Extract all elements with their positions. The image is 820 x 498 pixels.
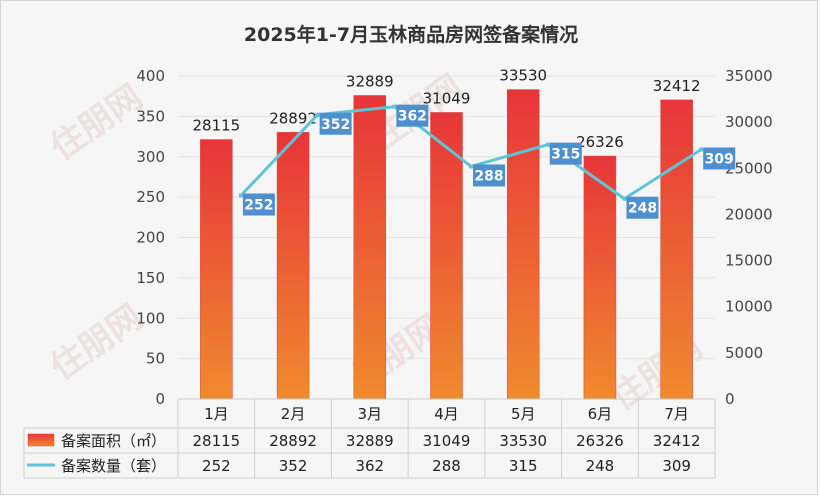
bar-data-label: 32412 [653, 77, 701, 95]
table-cell-area: 28115 [192, 432, 240, 450]
x-tick-label: 6月 [588, 405, 613, 423]
y-right-tick-label: 0 [725, 390, 735, 408]
bar-series: 28115 28892 32889 31049 33530 26326 32412 [192, 67, 701, 400]
table-cell-count: 315 [509, 457, 538, 475]
y-left-tick-label: 250 [136, 188, 165, 206]
table-cell-area: 32889 [346, 432, 394, 450]
line-data-label: 309 [705, 151, 734, 167]
table-cell-count: 252 [202, 457, 231, 475]
x-tick-label: 4月 [434, 405, 459, 423]
bar-data-label: 31049 [423, 89, 471, 107]
y-axis-left: 0 50 100 150 200 250 300 350 400 [136, 67, 165, 408]
legend-line-label: 备案数量（套） [61, 457, 166, 475]
legend-bar-swatch [27, 433, 55, 447]
watermark-logo: 住朋网 [43, 297, 149, 388]
line-label-box [319, 112, 352, 135]
bar [353, 95, 387, 400]
line-point [699, 147, 704, 152]
bar-data-label: 28115 [192, 117, 240, 135]
x-tick-label: 5月 [511, 405, 536, 423]
table-cell-area: 28892 [269, 432, 317, 450]
table-cell-area: 26326 [576, 432, 624, 450]
bar-data-label: 26326 [576, 133, 624, 151]
line-series: 252 352 362 288 315 248 309 [238, 104, 736, 219]
bar [506, 89, 540, 400]
bar [583, 155, 617, 400]
x-tick-label: 3月 [358, 405, 383, 423]
y-left-tick-label: 0 [155, 390, 165, 408]
y-left-tick-label: 350 [136, 107, 165, 125]
line-data-label: 352 [321, 117, 350, 133]
line-data-label: 315 [551, 147, 580, 163]
table-cell-count: 309 [662, 457, 691, 475]
y-left-tick-label: 300 [136, 148, 165, 166]
table-cell-count: 248 [586, 457, 615, 475]
y-right-tick-label: 20000 [725, 205, 773, 223]
y-right-tick-label: 10000 [725, 298, 773, 316]
line-point [238, 193, 243, 198]
table-cell-count: 288 [432, 457, 461, 475]
line-label-box [703, 147, 736, 170]
line-point [622, 196, 627, 201]
table-cell-area: 31049 [423, 432, 471, 450]
line-point [315, 112, 320, 117]
table-cell-area: 32412 [653, 432, 701, 450]
x-tick-label: 7月 [664, 405, 689, 423]
watermark-logo: 住朋网 [43, 77, 149, 168]
chart-title: 2025年1-7月玉林商品房网签备案情况 [244, 23, 578, 46]
x-tick-label: 2月 [281, 405, 306, 423]
line-data-label: 252 [244, 198, 273, 214]
y-left-tick-label: 400 [136, 67, 165, 85]
y-left-tick-label: 150 [136, 269, 165, 287]
line-data-label: 248 [628, 201, 657, 217]
legend-bar-label: 备案面积（㎡） [61, 432, 166, 450]
line-label-box [473, 164, 506, 187]
line-label-box [549, 142, 582, 165]
y-axis-right: 0 5000 10000 15000 20000 25000 30000 35000 [725, 67, 773, 408]
line-point [545, 142, 550, 147]
y-left-tick-label: 200 [136, 229, 165, 247]
table-cell-area: 33530 [499, 432, 547, 450]
bar [276, 132, 310, 400]
line-point [392, 104, 397, 109]
y-right-tick-label: 15000 [725, 252, 773, 270]
y-right-tick-label: 25000 [725, 159, 773, 177]
line-label-box [396, 104, 429, 127]
y-left-tick-label: 50 [146, 350, 165, 368]
watermark-logo: 住朋网 [603, 327, 709, 418]
y-left-tick-label: 100 [136, 309, 165, 327]
table-cell-count: 362 [355, 457, 384, 475]
table-cell-count: 352 [279, 457, 308, 475]
line-data-label: 362 [398, 109, 427, 125]
y-right-tick-label: 30000 [725, 113, 773, 131]
line-data-label: 288 [474, 168, 503, 184]
line-label-box [242, 193, 275, 216]
bar [660, 99, 693, 400]
y-right-tick-label: 5000 [725, 344, 763, 362]
line-label-box [626, 196, 659, 219]
bar-data-label: 33530 [499, 67, 547, 85]
y-right-tick-label: 35000 [725, 67, 773, 85]
x-tick-label: 1月 [204, 405, 229, 423]
bar-data-label: 32889 [346, 72, 394, 90]
bar-data-label: 28892 [269, 109, 317, 127]
line-point [469, 164, 474, 169]
bar [200, 139, 233, 400]
